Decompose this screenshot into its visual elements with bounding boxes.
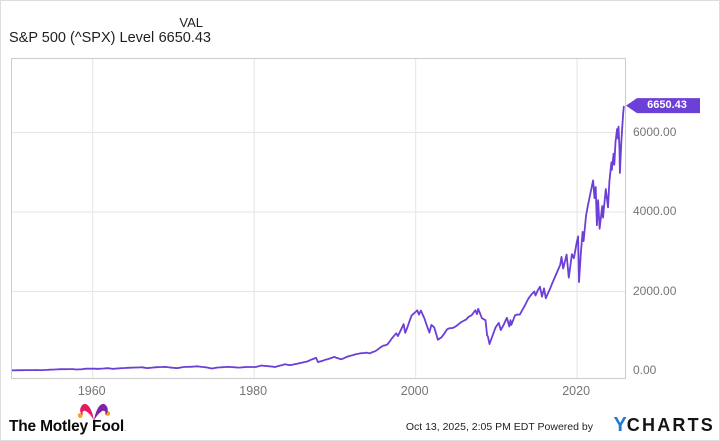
y-axis-label: 0.00 — [633, 363, 657, 378]
plot-area — [11, 58, 626, 379]
last-value-flag: 6650.43 — [626, 96, 700, 115]
y-axis-label: 2000.00 — [633, 283, 677, 298]
x-axis-label: 1960 — [77, 384, 106, 398]
y-axis-label: 4000.00 — [633, 204, 677, 219]
x-axis-label: 2020 — [562, 384, 591, 398]
x-axis-label: 1980 — [239, 384, 268, 398]
current-value: 6650.43 — [158, 30, 211, 46]
y-axis-label: 6000.00 — [633, 124, 677, 139]
motley-fool-logo: The Motley Fool. — [9, 418, 126, 436]
timestamp: Oct 13, 2025, 2:05 PM EDT Powered by — [406, 421, 593, 433]
motley-fool-wordmark: The Motley Fool — [9, 418, 124, 435]
value-column-header: VAL — [179, 15, 203, 30]
footer: The Motley Fool. Oct 13, 2025, 2:05 PM E… — [1, 396, 719, 440]
price-line-chart — [12, 59, 625, 378]
ycharts-wordmark: CHARTS — [626, 415, 715, 435]
powered-by-text: Powered by — [537, 421, 593, 433]
ycharts-logo: YCHARTS — [613, 414, 715, 437]
x-axis-label: 2000 — [400, 384, 429, 398]
jester-hat-icon — [77, 403, 111, 421]
motley-fool-mark: . — [123, 424, 126, 433]
chart-title: S&P 500 (^SPX) Level — [9, 30, 155, 46]
timestamp-text: Oct 13, 2025, 2:05 PM EDT — [405, 421, 535, 433]
ycharts-y-glyph: Y — [613, 414, 627, 436]
